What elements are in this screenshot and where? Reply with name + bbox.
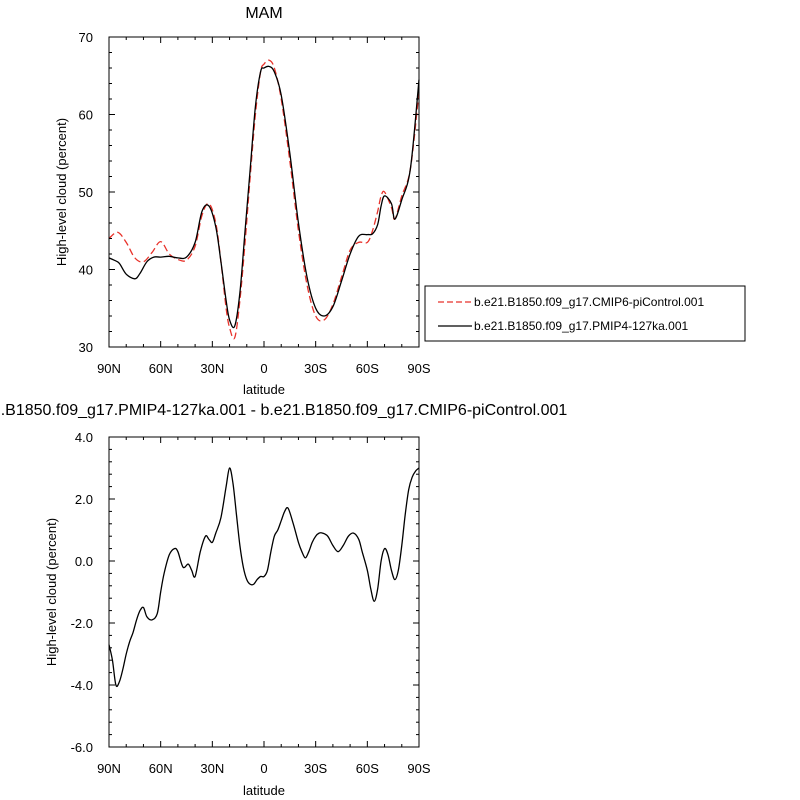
- bottom-x-tick-label: 0: [260, 761, 267, 776]
- top-plot-title: MAM: [245, 5, 282, 22]
- bottom-x-tick-label: 60N: [149, 761, 173, 776]
- top-y-tick-label: 60: [79, 108, 93, 123]
- bottom-y-tick-label: 0.0: [75, 554, 93, 569]
- bottom-series-group: [108, 467, 420, 688]
- top-series-group: [108, 59, 420, 340]
- top-x-tick-label: 90N: [97, 361, 121, 376]
- top-x-tick-label: 60N: [149, 361, 173, 376]
- top-y-tick-label: 30: [79, 340, 93, 355]
- bottom-x-tick-label: 90S: [407, 761, 430, 776]
- top-x-tick-label: 60S: [356, 361, 379, 376]
- bottom-y-tick-label: 2.0: [75, 492, 93, 507]
- top-ticks-group: 90N 60N 30N 0 30S 60S 90S 30 40 50 60 70: [79, 30, 431, 376]
- top-series-line-0: [108, 59, 420, 340]
- bottom-y-axis-label: High-level cloud (percent): [44, 518, 59, 666]
- top-x-tick-label: 90S: [407, 361, 430, 376]
- top-x-tick-label: 0: [260, 361, 267, 376]
- top-plot-panel: MAM 90N 60N 30N 0 30S 60S 90S 30 40 50 60 70 latitu…: [54, 5, 746, 397]
- top-y-tick-label: 70: [79, 30, 93, 45]
- top-x-axis-label: latitude: [243, 382, 285, 397]
- bottom-y-tick-label: -6.0: [71, 740, 93, 755]
- bottom-series-line-0: [108, 467, 420, 688]
- legend-label-pmip4: b.e21.B1850.f09_g17.PMIP4-127ka.001: [474, 319, 688, 333]
- bottom-plot-panel: b.e21.B1850.f09_g17.PMIP4-127ka.001 - b.…: [0, 402, 567, 798]
- legend: b.e21.B1850.f09_g17.CMIP6-piControl.001 …: [424, 285, 746, 342]
- bottom-x-tick-label: 30S: [304, 761, 327, 776]
- bottom-x-tick-label: 90N: [97, 761, 121, 776]
- top-y-tick-label: 40: [79, 263, 93, 278]
- bottom-x-tick-label: 30N: [200, 761, 224, 776]
- top-plot-frame: [108, 36, 420, 348]
- bottom-y-tick-label: 4.0: [75, 430, 93, 445]
- bottom-x-axis-label: latitude: [243, 783, 285, 798]
- bottom-plot-frame: [108, 436, 420, 748]
- top-series-line-1: [108, 65, 420, 329]
- bottom-ticks-group: 90N 60N 30N 0 30S 60S 90S -6.0 -4.0 -2.0 0.0 2.0 4.0: [71, 430, 431, 776]
- bottom-y-tick-label: -2.0: [71, 616, 93, 631]
- bottom-x-tick-label: 60S: [356, 761, 379, 776]
- top-y-axis-label: High-level cloud (percent): [54, 118, 69, 266]
- legend-box: [424, 285, 746, 342]
- bottom-y-tick-label: -4.0: [71, 678, 93, 693]
- top-x-tick-label: 30N: [200, 361, 224, 376]
- legend-label-picontrol: b.e21.B1850.f09_g17.CMIP6-piControl.001: [474, 295, 704, 309]
- top-y-tick-label: 50: [79, 185, 93, 200]
- top-x-tick-label: 30S: [304, 361, 327, 376]
- bottom-plot-title: b.e21.B1850.f09_g17.PMIP4-127ka.001 - b.…: [0, 402, 567, 419]
